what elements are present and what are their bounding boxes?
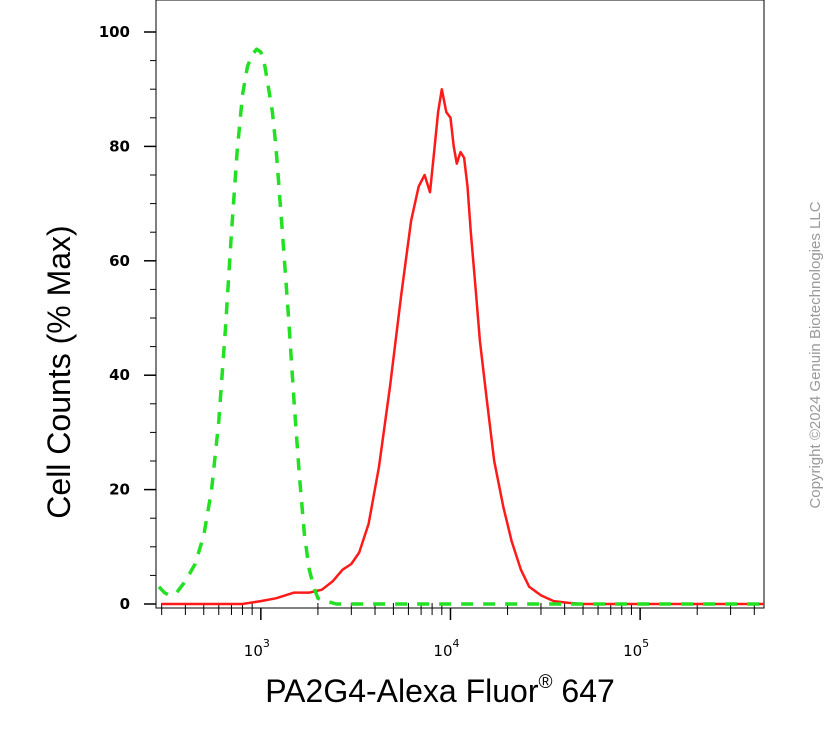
y-tick-label: 100	[99, 23, 130, 41]
y-tick-label: 80	[109, 137, 130, 155]
x-tick-base: 10	[433, 642, 452, 660]
control-histogram-line	[157, 47, 764, 606]
y-tick-label: 40	[109, 366, 130, 384]
y-tick-label: 0	[120, 595, 130, 613]
copyright-text: Copyright ©2024 Genuin Biotechnologies L…	[807, 201, 824, 508]
x-tick-exponent: 3	[263, 637, 270, 650]
sample-histogram-line	[161, 87, 764, 606]
x-tick-label: 103	[244, 637, 270, 660]
y-tick-label: 20	[109, 481, 130, 499]
x-tick-base: 10	[244, 642, 263, 660]
x-axis-title-main: PA2G4-Alexa Fluor	[265, 673, 539, 709]
x-tick-exponent: 5	[642, 637, 649, 650]
x-axis-title-sup: ®	[539, 672, 553, 693]
x-axis-title: PA2G4-Alexa Fluor® 647	[265, 672, 615, 709]
x-axis: 103 104 105	[161, 603, 755, 660]
x-tick-base: 10	[623, 642, 642, 660]
x-tick-label: 105	[623, 637, 649, 660]
y-tick-label: 60	[109, 252, 130, 270]
y-axis-title: Cell Counts (% Max)	[41, 225, 77, 518]
plot-frame	[155, 0, 765, 609]
y-axis: 0 20 40 60 80 100	[99, 23, 156, 613]
x-tick-exponent: 4	[453, 637, 460, 650]
x-tick-label: 104	[433, 637, 459, 660]
x-axis-title-suffix: 647	[553, 673, 615, 709]
series-layer	[157, 47, 764, 606]
